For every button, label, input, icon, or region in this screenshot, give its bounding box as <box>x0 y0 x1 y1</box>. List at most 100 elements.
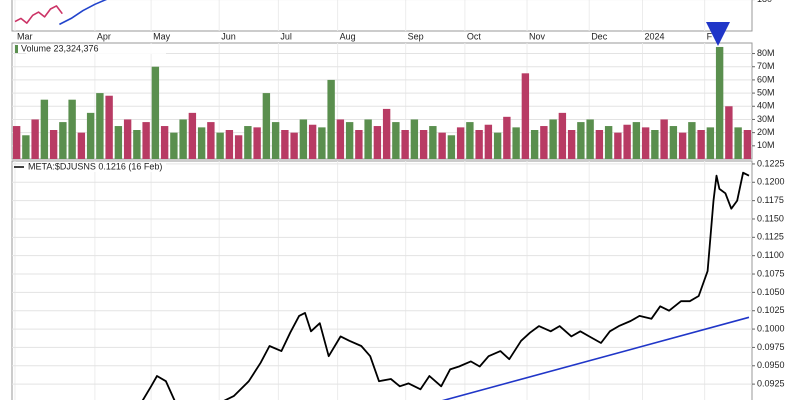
volume-bar <box>604 126 613 159</box>
x-tick-label: Jun <box>221 31 236 41</box>
y-tick-label: 0.1175 <box>757 195 784 205</box>
volume-bar <box>558 112 567 159</box>
y-tick-label: 0.0925 <box>757 378 785 388</box>
y-tick-label: 70M <box>757 61 775 71</box>
x-tick-label: Apr <box>97 31 111 41</box>
volume-bar <box>77 132 86 159</box>
ratio-panel <box>11 160 753 400</box>
volume-bar <box>401 130 409 159</box>
panel-marks <box>12 46 752 159</box>
y-tick-label: 10M <box>757 140 775 150</box>
volume-bar <box>429 126 437 159</box>
y-tick-label: 40M <box>757 101 775 111</box>
series-line <box>141 171 750 400</box>
volume-bar <box>540 126 548 159</box>
volume-bar <box>160 126 169 159</box>
volume-bar <box>123 119 132 159</box>
volume-bar <box>586 119 594 159</box>
volume-bar <box>179 119 187 159</box>
volume-bar <box>364 119 372 159</box>
volume-bar <box>225 130 234 159</box>
volume-bar <box>253 127 261 159</box>
volume-bar <box>419 130 428 159</box>
volume-bar <box>725 106 733 159</box>
volume-bar <box>336 119 345 159</box>
volume-bar <box>31 119 39 159</box>
legend-label: Volume 23,324,376 <box>21 43 99 53</box>
x-tick-label: May <box>153 31 171 41</box>
x-tick-label: Jul <box>280 31 292 41</box>
y-tick-label: 0.1100 <box>757 250 784 260</box>
panel-marks <box>12 163 752 400</box>
volume-bar <box>669 126 678 159</box>
volume-bar <box>438 132 446 159</box>
volume-bar <box>715 46 724 159</box>
volume-bar <box>188 112 197 159</box>
x-tick-label: Aug <box>340 31 356 41</box>
y-tick-label: 60M <box>757 74 775 84</box>
y-tick-label: 80M <box>757 48 775 58</box>
volume-bar <box>521 73 530 159</box>
volume-bar <box>614 132 622 159</box>
volume-bar <box>318 127 326 159</box>
volume-bar <box>345 122 354 159</box>
volume-bar <box>68 99 76 159</box>
series-line <box>14 5 63 24</box>
volume-panel <box>11 42 753 160</box>
volume-bar <box>207 122 215 159</box>
volume-bar <box>142 122 150 159</box>
volume-bar <box>466 122 474 159</box>
volume-bar <box>688 122 696 159</box>
volume-bar <box>447 135 456 159</box>
y-tick-label: 50M <box>757 87 775 97</box>
volume-bar <box>151 66 160 159</box>
price-panel <box>11 0 753 32</box>
volume-bar <box>49 130 58 159</box>
volume-bar <box>170 132 178 159</box>
volume-bar <box>216 132 224 159</box>
volume-bar <box>308 124 317 159</box>
legend-label: META:$DJUSNS 0.1216 (16 Feb) <box>28 161 162 171</box>
volume-bar <box>96 93 104 159</box>
volume-bar <box>355 130 363 159</box>
volume-bar <box>262 93 271 159</box>
volume-bar <box>40 99 49 159</box>
y-tick-label: 0.0950 <box>757 360 785 370</box>
x-tick-label: Dec <box>591 31 608 41</box>
y-tick-label: 0.1025 <box>757 305 785 315</box>
legend-bg <box>26 44 166 54</box>
volume-bar <box>12 126 21 159</box>
volume-bar <box>660 119 668 159</box>
volume-bar <box>456 127 465 159</box>
volume-bar <box>197 127 206 159</box>
volume-bar <box>59 122 67 159</box>
volume-bar <box>133 130 141 159</box>
volume-bar <box>234 135 243 159</box>
y-tick-label: 0.1125 <box>757 232 784 242</box>
y-tick-label: 0.1200 <box>757 177 785 187</box>
legend-bg <box>26 162 166 172</box>
y-tick-label: 0.1225 <box>757 158 785 168</box>
volume-bar <box>734 127 742 159</box>
volume-bar <box>549 119 557 159</box>
volume-bar <box>392 122 400 159</box>
volume-bar <box>271 122 280 159</box>
volume-bar <box>484 124 493 159</box>
volume-bar <box>512 127 520 159</box>
volume-bar <box>623 124 631 159</box>
volume-bar <box>577 122 585 159</box>
x-tick-label: Sep <box>408 31 424 41</box>
y-tick-label: 0.1000 <box>757 323 785 333</box>
volume-bar <box>706 127 715 159</box>
y-tick-label: 0.0975 <box>757 342 785 352</box>
y-tick-label: 0.1050 <box>757 287 785 297</box>
volume-bar <box>678 132 687 159</box>
volume-bar <box>503 116 511 159</box>
x-tick-label: Mar <box>17 31 33 41</box>
volume-bar <box>382 108 391 159</box>
volume-bar <box>299 119 308 159</box>
y-tick-label: 0.1075 <box>757 268 785 278</box>
y-tick-label: 0.1150 <box>757 213 784 223</box>
